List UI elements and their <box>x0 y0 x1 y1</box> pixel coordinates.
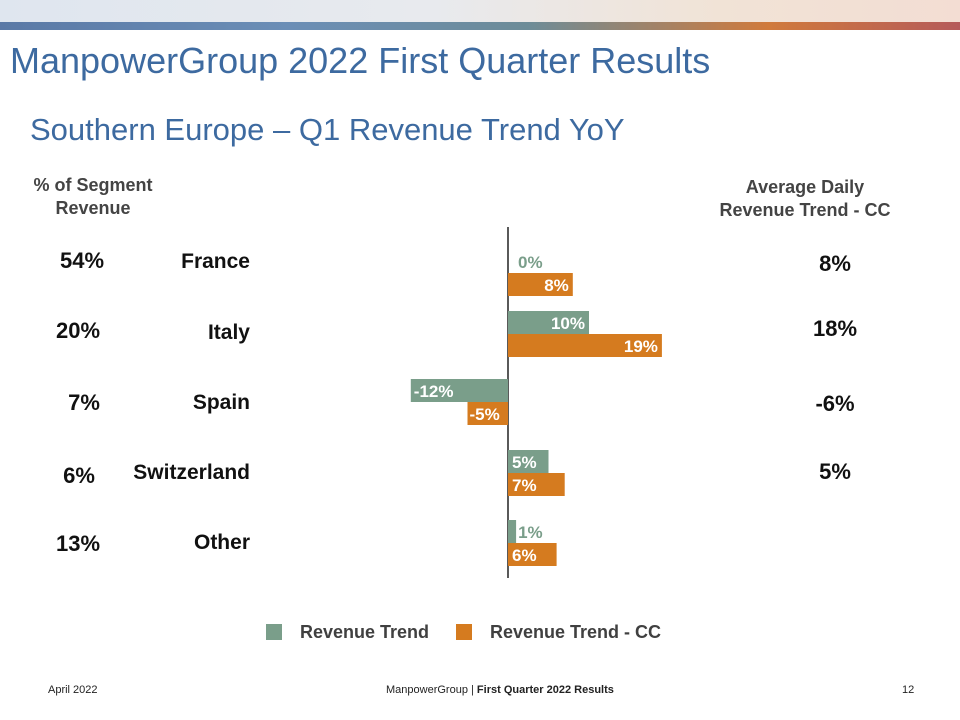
adcc-value-italy: 18% <box>812 316 858 341</box>
bar-revenue-trend-italy <box>508 311 589 334</box>
legend-swatch-revenue-trend-cc <box>456 624 472 640</box>
data-label-revenue-trend-cc-spain: -5% <box>470 405 500 424</box>
bar-revenue-trend-cc-other <box>508 543 557 566</box>
footer-company: ManpowerGroup <box>386 684 468 696</box>
adcc-value-france: 8% <box>819 251 851 276</box>
segment-revenue-header-line1: % of Segment <box>33 175 153 195</box>
region-label-other: Other <box>193 531 250 554</box>
adcc-value-switzerland: 5% <box>819 459 851 484</box>
data-label-revenue-trend-cc-france: 8% <box>544 276 569 295</box>
avg-daily-cc-header: Average Daily Revenue Trend - CC <box>695 176 915 222</box>
bar-revenue-trend-cc-italy <box>508 334 662 357</box>
data-label-revenue-trend-italy: 10% <box>551 314 585 333</box>
legend-label-revenue-trend-cc: Revenue Trend - CC <box>490 622 662 642</box>
avg-daily-cc-header-line1: Average Daily <box>745 177 865 197</box>
region-label-italy: Italy <box>207 321 250 344</box>
data-label-revenue-trend-cc-switzerland: 7% <box>512 476 537 495</box>
page-title: ManpowerGroup 2022 First Quarter Results <box>10 40 711 81</box>
data-label-revenue-trend-spain: -12% <box>414 382 454 401</box>
bar-revenue-trend-cc-spain <box>467 402 508 425</box>
footer-report-name: First Quarter 2022 Results <box>476 684 614 696</box>
region-label-france: France <box>181 250 250 273</box>
segment-revenue-header-line2: Revenue <box>55 198 131 218</box>
revenue-trend-bar-chart: 0%8% 10% 19% -12% -5% 5% 7% 1% 6% <box>410 227 662 578</box>
segment-pct-spain: 7% <box>68 390 100 415</box>
data-label-revenue-trend-other: 1% <box>518 523 543 542</box>
adcc-value-spain: -6% <box>815 391 855 416</box>
footer-page-number: 12 <box>902 684 915 696</box>
segment-revenue-header: % of Segment Revenue <box>18 174 168 220</box>
bar-revenue-trend-switzerland <box>508 450 549 473</box>
footer-date: April 2022 <box>48 684 98 696</box>
bar-revenue-trend-spain <box>410 379 508 402</box>
page-subtitle: Southern Europe – Q1 Revenue Trend YoY <box>30 112 625 147</box>
bar-revenue-trend-other <box>508 520 517 543</box>
top-stripe <box>0 22 960 30</box>
segment-pct-switzerland: 6% <box>63 463 95 488</box>
region-label-switzerland: Switzerland <box>133 461 250 484</box>
region-label-spain: Spain <box>192 391 250 414</box>
data-label-revenue-trend-cc-other: 6% <box>512 546 537 565</box>
segment-pct-france: 54% <box>59 248 105 273</box>
segment-pct-italy: 20% <box>55 318 101 343</box>
data-label-revenue-trend-switzerland: 5% <box>512 453 537 472</box>
bar-revenue-trend-cc-switzerland <box>508 473 565 496</box>
bar-revenue-trend-cc-france <box>508 273 573 296</box>
data-label-revenue-trend-cc-italy: 19% <box>624 337 658 356</box>
footer-report: ManpowerGroup | First Quarter 2022 Resul… <box>386 684 614 696</box>
legend-swatch-revenue-trend <box>266 624 282 640</box>
segment-pct-other: 13% <box>55 531 101 556</box>
legend-label-revenue-trend: Revenue Trend <box>300 622 430 642</box>
footer-separator: | <box>471 684 474 696</box>
data-label-revenue-trend-france: 0% <box>518 253 543 272</box>
avg-daily-cc-header-line2: Revenue Trend - CC <box>719 200 891 220</box>
